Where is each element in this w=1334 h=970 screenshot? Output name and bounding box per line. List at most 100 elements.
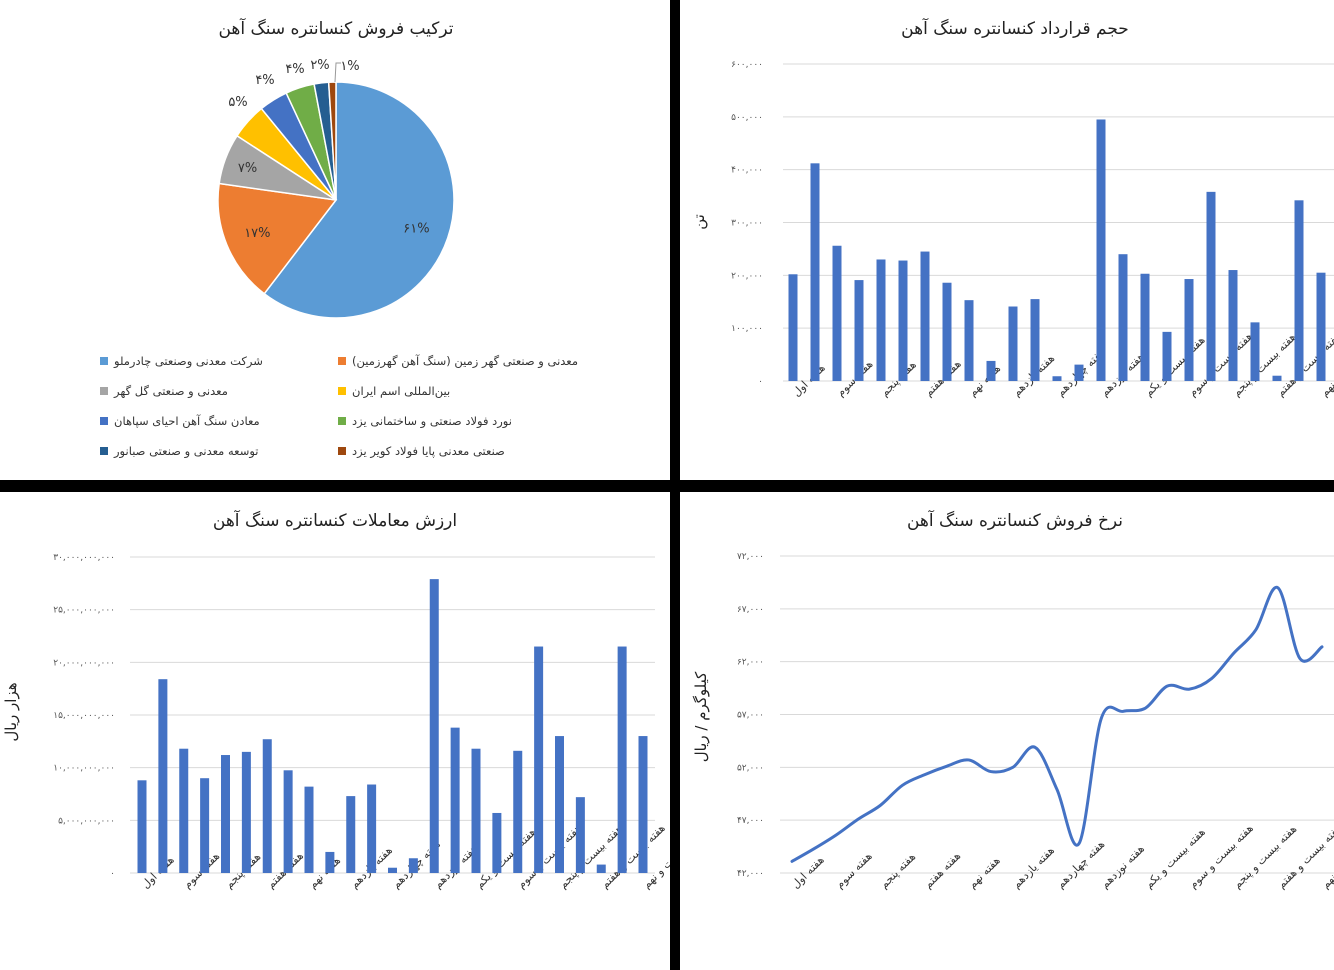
x-tick-label: هفته نهم (966, 854, 1003, 891)
y-tick-label: ۴۰۰,۰۰۰ (731, 166, 763, 176)
legend-swatch (338, 417, 346, 425)
bar (388, 867, 397, 873)
legend-label: معادن سنگ آهن احیای سپاهان (114, 414, 260, 428)
y-axis-label: تن (690, 214, 708, 230)
y-tick-label: ۵۲,۰۰۰ (737, 763, 764, 773)
legend-label: معدنی و صنعتی گل گهر (114, 384, 228, 398)
y-tick-label: ۲۰,۰۰۰,۰۰۰,۰۰۰ (53, 658, 115, 668)
bar (1316, 272, 1326, 381)
bar (137, 780, 147, 873)
y-tick-label: ۳۰۰,۰۰۰ (731, 219, 763, 229)
chart-title: ترکیب فروش کنسانتره سنگ آهن (218, 17, 453, 39)
y-tick-label: ۵,۰۰۰,۰۰۰,۰۰۰ (58, 816, 115, 826)
bar (492, 812, 502, 873)
bar (221, 755, 230, 873)
bar (408, 858, 418, 873)
bar (1206, 191, 1216, 381)
pie-chart: ترکیب فروش کنسانتره سنگ آهن ۶۱% ۱۷% ۷% ۵% ۴% ۴… (217, 17, 455, 319)
bar (942, 282, 952, 381)
bar (964, 300, 974, 381)
bar (854, 280, 864, 381)
bar (241, 751, 251, 873)
legend-swatch (100, 417, 108, 425)
bar (898, 260, 908, 381)
x-tick-label: هفته هفتم (921, 849, 963, 891)
legend-item: بین‌المللی اسم ایران (338, 382, 638, 400)
y-tick-label: ۱۰,۰۰۰,۰۰۰,۰۰۰ (53, 764, 115, 774)
legend-swatch (100, 447, 108, 455)
y-tick-label: ۶۰۰,۰۰۰ (731, 60, 763, 70)
legend-swatch (100, 387, 108, 395)
bar (450, 727, 460, 873)
legend-label: شرکت معدنی وصنعتی چادرملو (114, 354, 263, 368)
bar (920, 251, 930, 381)
y-tick-label: ۵۰۰,۰۰۰ (731, 113, 763, 123)
volume-bar-chart: حجم قرارداد کنسانتره سنگ آهن ۰ ۱۰۰,۰۰۰ ۲۰۰,… (690, 17, 1334, 399)
legend-swatch (338, 447, 346, 455)
bar (555, 736, 564, 873)
legend-item: معادن سنگ آهن احیای سپاهان (100, 412, 338, 430)
bar (617, 646, 627, 873)
chart-title: حجم قرارداد کنسانتره سنگ آهن (901, 17, 1129, 39)
bar (1162, 331, 1172, 381)
y-tick-label: ۷۲,۰۰۰ (737, 552, 764, 562)
bar (1140, 273, 1150, 381)
legend-swatch (338, 387, 346, 395)
value-bar-chart: ارزش معاملات کنسانتره سنگ آهن ۰ ۵,۰۰۰,۰۰۰,… (2, 509, 670, 891)
legend-item: معدنی و صنعتی گهر زمین (سنگ آهن گهرزمین) (338, 352, 638, 370)
legend-item: توسعه معدنی و صنعتی صبانور (100, 442, 338, 460)
bar (1184, 279, 1194, 381)
bar (1074, 364, 1084, 381)
y-tick-label: ۵۷,۰۰۰ (737, 711, 764, 721)
bar (810, 163, 820, 381)
y-tick-label: ۱۵,۰۰۰,۰۰۰,۰۰۰ (53, 711, 115, 721)
bar (346, 796, 356, 873)
legend-swatch (338, 357, 346, 365)
chart-title: نرخ فروش کنسانتره سنگ آهن (907, 509, 1123, 531)
x-tick-label: هفته سوم (833, 849, 875, 891)
pie-data-label: ۱۷% (244, 226, 270, 241)
x-tick-label: هفته یازدهم (1010, 844, 1057, 891)
bar (304, 786, 314, 873)
pie-leader-line (334, 62, 341, 83)
bar (1228, 270, 1238, 381)
y-axis-label: هزار ریال (2, 682, 20, 741)
bar (1008, 306, 1018, 381)
bar (283, 770, 293, 873)
y-tick-label: ۲۵,۰۰۰,۰۰۰,۰۰۰ (53, 606, 115, 616)
y-tick-label: ۲۰۰,۰۰۰ (731, 271, 763, 281)
bar (1096, 119, 1106, 381)
legend-item: صنعتی معدنی پایا فولاد کویر یزد (338, 442, 638, 460)
bar (179, 748, 189, 873)
pie-chart-panel: ترکیب فروش کنسانتره سنگ آهن ۶۱% ۱۷% ۷% ۵% ۴% ۴… (0, 0, 670, 480)
bar (1030, 299, 1040, 381)
y-axis-label: کیلوگرم / ریال (692, 671, 710, 762)
bar (986, 360, 996, 381)
legend-item: نورد فولاد صنعتی و ساختمانی یزد (338, 412, 638, 430)
legend-item: معدنی و صنعتی گل گهر (100, 382, 338, 400)
legend-item: شرکت معدنی وصنعتی چادرملو (100, 352, 338, 370)
bar (638, 736, 648, 873)
x-tick-label: هفته نوزدهم (1098, 842, 1147, 891)
pie-data-label: ۴% (285, 62, 304, 77)
y-tick-label: ۴۷,۰۰۰ (737, 816, 764, 826)
y-tick-label: ۰ (110, 869, 115, 879)
legend-label: نورد فولاد صنعتی و ساختمانی یزد (352, 414, 512, 428)
y-tick-label: ۶۷,۰۰۰ (737, 605, 764, 615)
bar (788, 274, 798, 381)
pie-data-label: ۱% (340, 59, 359, 74)
bar (262, 739, 272, 873)
y-tick-label: ۳۰,۰۰۰,۰۰۰,۰۰۰ (53, 553, 115, 563)
legend-label: بین‌المللی اسم ایران (352, 384, 451, 398)
pie-data-label: ۲% (310, 58, 329, 73)
bar (429, 579, 439, 873)
bar (596, 864, 606, 873)
price-chart-panel: نرخ فروش کنسانتره سنگ آهن ۴۲,۰۰۰ ۴۷,۰۰۰ ۵۲,… (680, 492, 1334, 970)
y-tick-label: ۶۲,۰۰۰ (737, 658, 764, 668)
bar (325, 851, 335, 873)
bar (1272, 375, 1282, 381)
chart-title: ارزش معاملات کنسانتره سنگ آهن (213, 509, 457, 531)
bar (200, 778, 210, 873)
pie-data-label: ۴% (255, 73, 274, 88)
x-tick-label: هفته پنجم (877, 850, 918, 891)
